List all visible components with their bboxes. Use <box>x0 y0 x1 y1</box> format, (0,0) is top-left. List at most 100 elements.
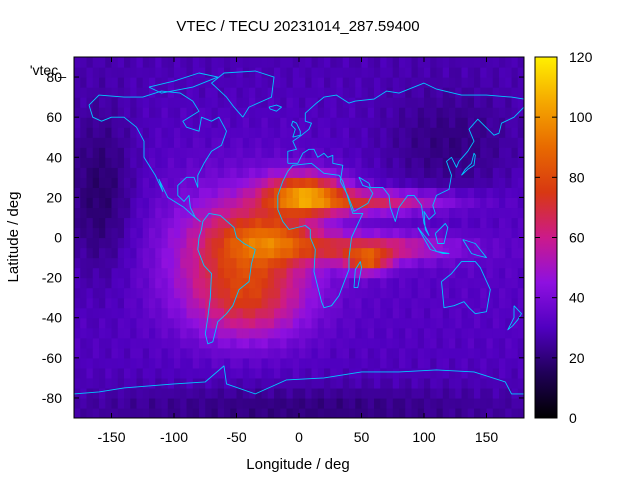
heatmap-cell <box>74 197 81 209</box>
heatmap-cell <box>449 67 456 78</box>
heatmap-cell <box>174 267 181 279</box>
heatmap-cell <box>205 77 213 88</box>
heatmap-cell <box>161 367 169 379</box>
heatmap-cell <box>230 387 238 399</box>
heatmap-cell <box>255 237 263 249</box>
heatmap-cell <box>224 337 231 349</box>
heatmap-cell <box>430 167 438 178</box>
heatmap-cell <box>386 217 394 229</box>
heatmap-cell <box>149 107 156 118</box>
heatmap-cell <box>386 407 394 418</box>
heatmap-cell <box>330 327 338 339</box>
heatmap-cell <box>461 317 469 329</box>
heatmap-cell <box>336 297 344 309</box>
heatmap-cell <box>424 107 431 118</box>
heatmap-cell <box>217 217 225 229</box>
y-tick-label: 20 <box>46 189 62 205</box>
heatmap-cell <box>274 357 281 369</box>
heatmap-cell <box>130 137 138 148</box>
heatmap-cell <box>286 247 294 259</box>
heatmap-cell <box>217 357 225 369</box>
heatmap-cell <box>330 87 338 98</box>
heatmap-cell <box>380 377 388 389</box>
heatmap-cell <box>92 167 100 178</box>
heatmap-cell <box>136 117 144 128</box>
heatmap-cell <box>399 347 406 359</box>
heatmap-cell <box>155 327 163 339</box>
heatmap-cell <box>92 377 100 389</box>
heatmap-cell <box>74 267 81 279</box>
heatmap-cell <box>86 67 94 78</box>
heatmap-cell <box>517 137 524 148</box>
heatmap-cell <box>205 297 213 309</box>
heatmap-cell <box>230 257 238 269</box>
heatmap-cell <box>505 327 513 339</box>
heatmap-cell <box>236 327 244 339</box>
heatmap-cell <box>274 87 281 98</box>
heatmap-cell <box>236 147 244 158</box>
heatmap-cell <box>217 407 225 418</box>
heatmap-cell <box>292 217 300 229</box>
heatmap-cell <box>136 377 144 389</box>
heatmap-cell <box>186 237 194 249</box>
heatmap-cell <box>167 367 175 379</box>
heatmap-cell <box>480 377 488 389</box>
heatmap-cell <box>99 77 106 88</box>
heatmap-cell <box>280 197 288 209</box>
heatmap-cell <box>449 197 456 209</box>
heatmap-cell <box>405 97 413 108</box>
heatmap-cell <box>467 97 475 108</box>
heatmap-cell <box>105 217 113 229</box>
heatmap-cell <box>442 317 450 329</box>
heatmap-cell <box>374 277 381 289</box>
heatmap-cell <box>411 397 419 409</box>
heatmap-cell <box>480 237 488 249</box>
heatmap-cell <box>474 237 481 249</box>
heatmap-cell <box>499 307 506 319</box>
heatmap-cell <box>242 217 250 229</box>
heatmap-cell <box>492 87 500 98</box>
heatmap-cell <box>130 67 138 78</box>
heatmap-cell <box>461 97 469 108</box>
heatmap-cell <box>474 197 481 209</box>
heatmap-cell <box>374 307 381 319</box>
heatmap-cell <box>492 337 500 349</box>
heatmap-cell <box>161 267 169 279</box>
heatmap-cell <box>217 307 225 319</box>
heatmap-cell <box>499 137 506 148</box>
heatmap-cell <box>255 377 263 389</box>
heatmap-cell <box>105 337 113 349</box>
heatmap-cell <box>311 147 319 158</box>
heatmap-cell <box>505 247 513 259</box>
heatmap-cell <box>167 67 175 78</box>
heatmap-cell <box>317 87 325 98</box>
heatmap-cell <box>274 227 281 239</box>
heatmap-cell <box>161 347 169 359</box>
heatmap-cell <box>349 337 356 349</box>
heatmap-cell <box>236 157 244 168</box>
heatmap-cell <box>142 277 150 289</box>
heatmap-cell <box>361 407 369 418</box>
heatmap-cell <box>92 217 100 229</box>
heatmap-cell <box>380 287 388 299</box>
heatmap-cell <box>442 177 450 188</box>
heatmap-cell <box>224 367 231 379</box>
heatmap-cell <box>80 377 88 389</box>
heatmap-cell <box>461 327 469 339</box>
heatmap-cell <box>292 187 300 198</box>
heatmap-cell <box>392 217 400 229</box>
heatmap-cell <box>92 397 100 409</box>
heatmap-cell <box>180 107 188 118</box>
heatmap-cell <box>149 327 156 339</box>
heatmap-cell <box>205 347 213 359</box>
heatmap-cell <box>355 197 363 209</box>
heatmap-cell <box>167 357 175 369</box>
heatmap-cell <box>130 227 138 239</box>
coastline-new-zealand <box>507 305 522 331</box>
heatmap-cell <box>386 227 394 239</box>
heatmap-cell <box>142 337 150 349</box>
heatmap-cell <box>111 407 119 418</box>
heatmap-cell <box>180 147 188 158</box>
heatmap-cell <box>492 397 500 409</box>
heatmap-cell <box>417 207 425 219</box>
